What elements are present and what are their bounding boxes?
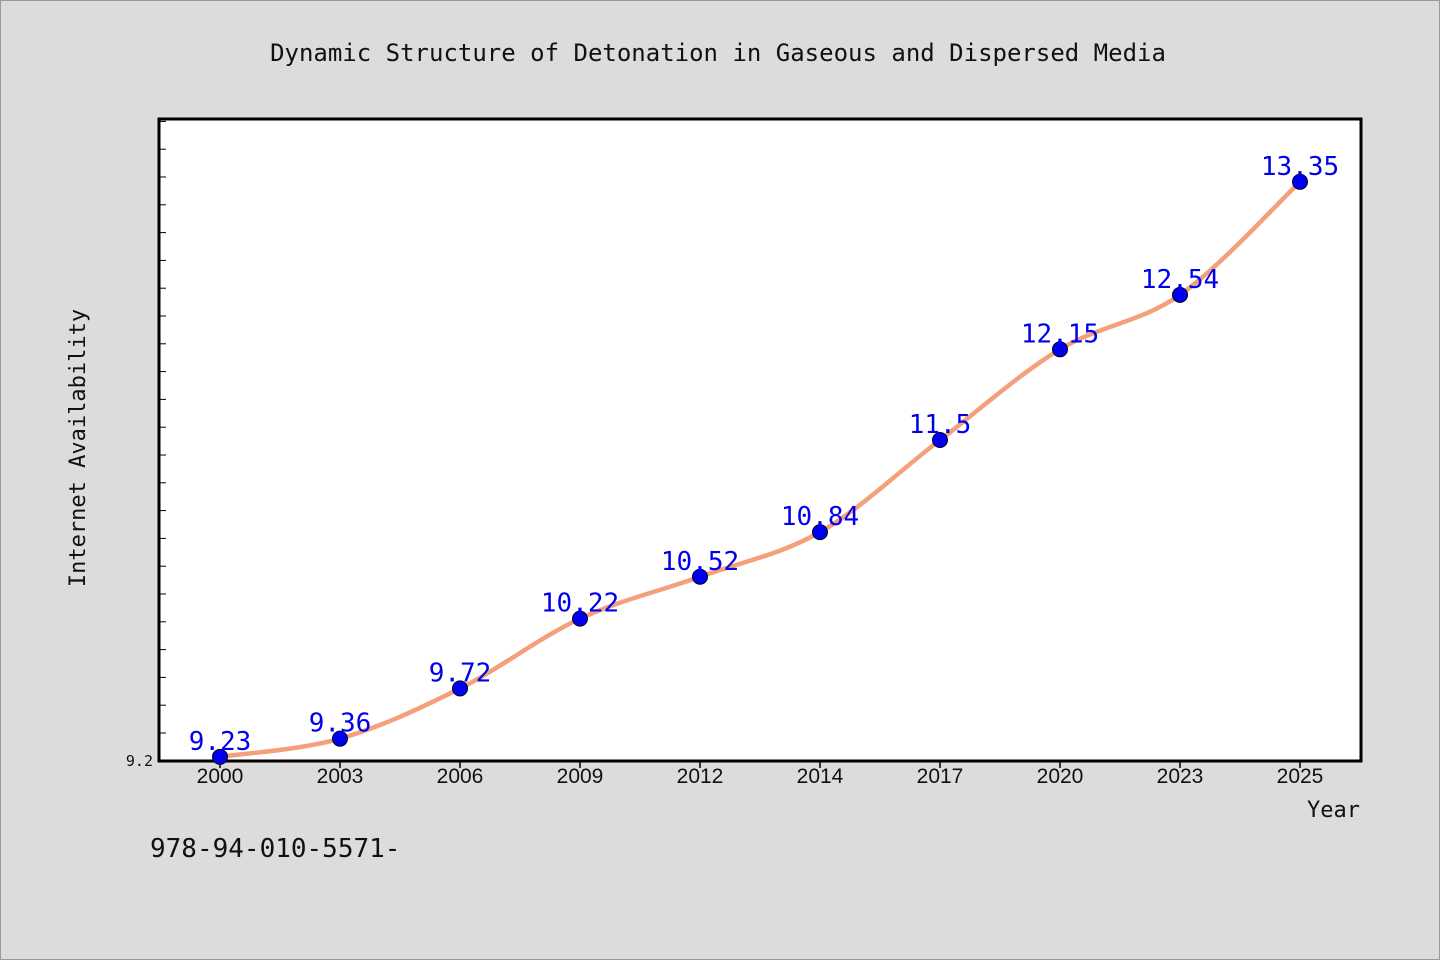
- x-tick-label: 2017: [917, 765, 964, 788]
- x-tick-label: 2025: [1277, 765, 1324, 788]
- data-point: [1052, 341, 1068, 358]
- x-tick-label: 2023: [1157, 765, 1204, 788]
- data-label: 9.72: [429, 658, 492, 688]
- data-point: [932, 432, 948, 448]
- y-axis-label: Internet Availability: [66, 309, 91, 587]
- x-tick-label: 2006: [437, 765, 484, 788]
- series-line: [217, 179, 1303, 760]
- data-point: [332, 730, 348, 747]
- data-label: 11.5: [909, 410, 972, 440]
- x-tick-label: 2009: [557, 765, 604, 788]
- data-label: 10.52: [661, 547, 739, 577]
- data-label: 12.54: [1141, 265, 1219, 295]
- chart-title: Dynamic Structure of Detonation in Gaseo…: [270, 39, 1166, 67]
- data-point: [212, 748, 228, 765]
- x-tick-label: 2003: [317, 765, 364, 788]
- data-label: 12.15: [1021, 319, 1099, 349]
- x-axis-label: Year: [1307, 798, 1360, 823]
- data-point: [812, 524, 828, 541]
- x-tick-label: 2020: [1037, 765, 1084, 788]
- x-tick-label: 2012: [677, 765, 724, 788]
- data-point-markers: [212, 173, 1308, 765]
- data-label: 9.36: [309, 709, 372, 739]
- x-axis-tick-labels: 2000 2003 2006 2009 2012 2014 2017 2020 2023 2025: [197, 765, 1324, 788]
- series-line-group: [217, 179, 1303, 760]
- plot-area: [157, 117, 1363, 763]
- x-tick-label: 2000: [197, 765, 244, 788]
- data-labels: 9.23 9.36 9.72 10.22 10.52 10.84 11.5 12.15 12.5…: [189, 152, 1339, 757]
- y-axis-ticks: [159, 120, 166, 734]
- data-label: 10.22: [541, 589, 619, 619]
- isbn-caption: 978-94-010-5571-: [150, 834, 401, 864]
- data-label: 10.84: [781, 502, 859, 532]
- data-label: 9.23: [189, 727, 252, 757]
- y-tick-label: 9.2: [126, 752, 153, 770]
- data-point: [1172, 286, 1188, 303]
- data-point: [452, 680, 468, 697]
- x-tick-label: 2014: [797, 765, 844, 788]
- data-point: [1292, 173, 1308, 190]
- data-label: 13.35: [1261, 152, 1339, 182]
- y-axis-tick-labels: 9.2: [126, 752, 153, 770]
- data-point: [692, 568, 708, 585]
- data-point: [572, 610, 588, 627]
